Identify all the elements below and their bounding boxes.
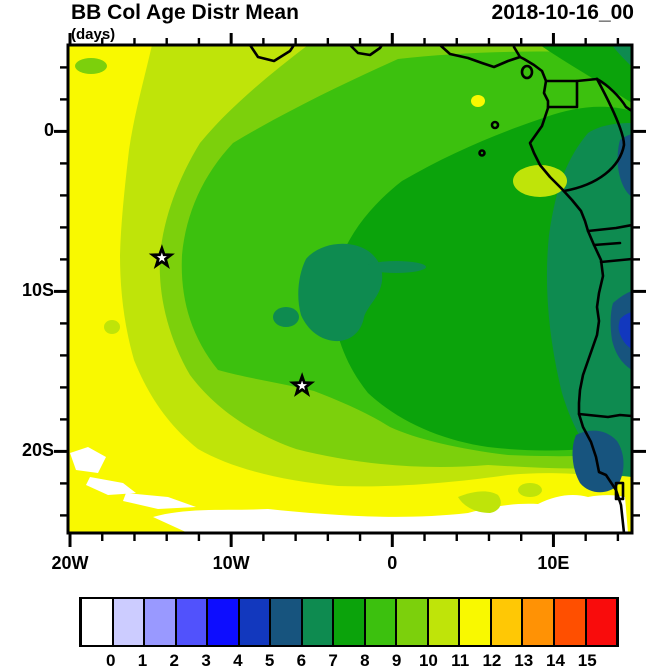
colorbar-label: 12 bbox=[482, 651, 502, 667]
white-streak-2 bbox=[123, 493, 196, 509]
colorbar-label: 11 bbox=[451, 651, 470, 667]
colorbar-swatch bbox=[459, 599, 491, 645]
colorbar-label: 6 bbox=[296, 651, 307, 667]
colorbar-label: 15 bbox=[577, 651, 597, 667]
units-label: (days) bbox=[71, 26, 116, 43]
colorbar-swatch bbox=[490, 599, 523, 645]
coastline-main bbox=[438, 45, 626, 533]
lime-patch-topleft bbox=[75, 58, 107, 74]
colorbar-swatch bbox=[427, 599, 460, 645]
white-band-south bbox=[153, 495, 628, 533]
island-bioko bbox=[520, 64, 534, 80]
colorbar-swatch bbox=[175, 599, 208, 645]
colorbar-label: 3 bbox=[201, 651, 211, 667]
coastal-feature-box bbox=[614, 481, 625, 501]
border-congo-drc bbox=[586, 223, 632, 233]
colorbar-swatch bbox=[301, 599, 334, 645]
x-tick-label: 0 bbox=[387, 553, 398, 573]
colorbar-label: 14 bbox=[546, 651, 565, 667]
colorbar-label: 4 bbox=[233, 651, 243, 667]
lime-finger-2 bbox=[518, 483, 542, 497]
x-tick-label: 20W bbox=[51, 553, 89, 573]
y-tick-label: 10S bbox=[21, 280, 54, 301]
white-streak-1 bbox=[86, 477, 136, 495]
star-markers bbox=[148, 244, 316, 397]
island-principe bbox=[490, 120, 500, 130]
colorbar-swatch bbox=[270, 599, 302, 645]
border-cameroon-gabon bbox=[575, 77, 599, 83]
border-nigeria-cameroon bbox=[512, 45, 522, 59]
colorbar-label: 13 bbox=[514, 651, 534, 667]
x-tick-label: 10E bbox=[537, 553, 570, 573]
colorbar-swatch bbox=[144, 599, 176, 645]
border-angola-namibia bbox=[577, 412, 632, 419]
colorbar-swatch bbox=[112, 599, 145, 645]
y-tick-label: 0 bbox=[43, 120, 54, 141]
tick-marks bbox=[54, 33, 646, 547]
coastline-gulf-dip-1 bbox=[248, 45, 296, 63]
x-tick-label: 10W bbox=[212, 553, 250, 573]
plot-timestamp: 2018-10-16_00 bbox=[491, 1, 634, 24]
colorbar-label: 0 bbox=[106, 651, 116, 667]
colorbar-swatch bbox=[333, 599, 365, 645]
colorbar-swatch bbox=[207, 599, 239, 645]
colorbar-label: 8 bbox=[360, 651, 370, 667]
star-1-star-icon bbox=[148, 244, 175, 269]
colorbar-swatch bbox=[522, 599, 554, 645]
colorbar-swatch bbox=[238, 599, 271, 645]
contour-band-6-7-corner bbox=[612, 45, 632, 67]
lime-finger-1 bbox=[458, 491, 501, 513]
contour-band-6-7-pocket bbox=[273, 307, 299, 327]
contour-band-6-7-core bbox=[298, 243, 383, 342]
yellow-dot bbox=[471, 95, 485, 107]
colorbar-swatch bbox=[81, 599, 113, 645]
colorbar-swatch bbox=[585, 599, 618, 645]
contour-band-5-6-upper-edge bbox=[617, 134, 632, 197]
colorbar-label: 2 bbox=[169, 651, 180, 667]
contour-band-6-7-coastal bbox=[546, 123, 632, 477]
light-patch-gabon-coast bbox=[513, 165, 567, 197]
border-inland-ne bbox=[595, 77, 632, 113]
star-2-star-icon bbox=[288, 372, 316, 397]
colorbar-label: 1 bbox=[137, 651, 148, 667]
plot-title: BB Col Age Distr Mean bbox=[71, 1, 299, 24]
coastline-gulf-dip-2 bbox=[348, 45, 384, 57]
border-drc-angola-strip bbox=[592, 241, 622, 247]
y-tick-label: 20S bbox=[21, 440, 54, 461]
colorbar-label: 7 bbox=[328, 651, 338, 667]
colorbar-label: 5 bbox=[264, 651, 275, 667]
colorbar-swatch bbox=[396, 599, 428, 645]
border-eq-guinea bbox=[544, 79, 579, 109]
border-drc-angola bbox=[599, 257, 632, 264]
colorbar-label: 10 bbox=[418, 651, 438, 667]
colorbar bbox=[79, 597, 619, 647]
colorbar-swatch bbox=[364, 599, 397, 645]
border-gabon-congo bbox=[562, 77, 626, 193]
colorbar-swatch bbox=[553, 599, 586, 645]
island-sao-tome bbox=[478, 149, 486, 157]
white-blob-1 bbox=[70, 447, 106, 473]
contour-band-4-5-patch bbox=[618, 312, 632, 349]
contour-band-6-7-tail bbox=[366, 261, 426, 273]
map-frame bbox=[66, 43, 634, 535]
lime-dot-west bbox=[104, 320, 120, 334]
colorbar-label: 9 bbox=[391, 651, 402, 667]
map-area bbox=[66, 43, 634, 535]
